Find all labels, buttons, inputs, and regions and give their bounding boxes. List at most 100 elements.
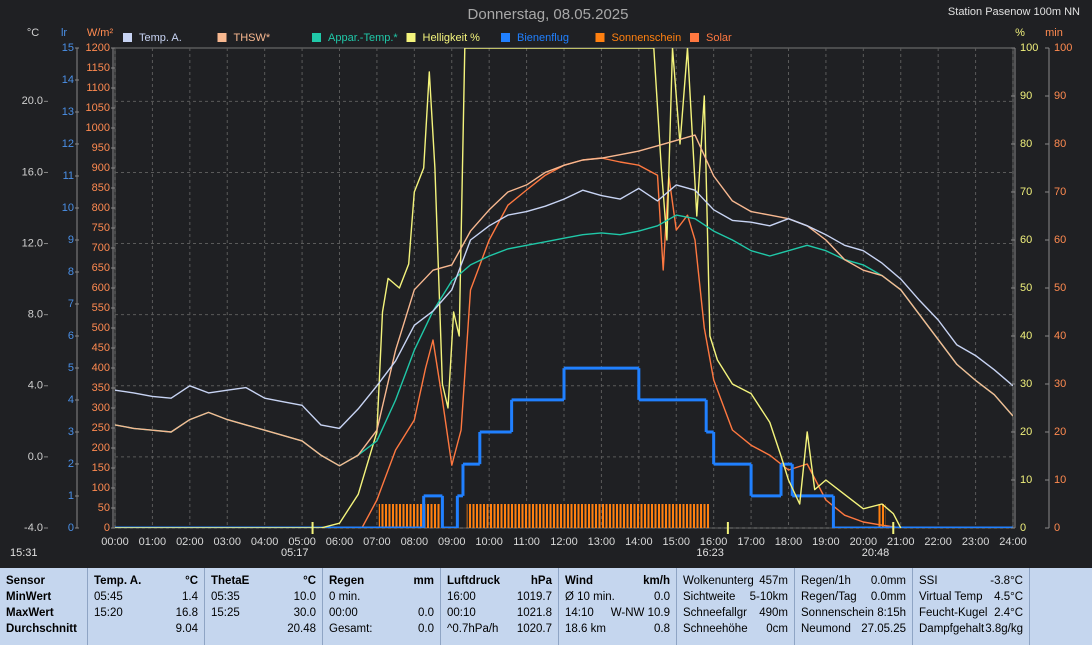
stats-column: Wind km/h Ø 10 min. 0.0 14:10 W-NW 10.9 18.6 k… xyxy=(559,568,677,645)
x-tick-label: 12:00 xyxy=(550,536,578,548)
cell-text: W-NW 10.9 xyxy=(610,607,670,619)
x-tick-label: 19:00 xyxy=(812,536,840,548)
cell-text: 05:45 xyxy=(94,591,123,603)
stats-row: Regen/1h 0.0mm xyxy=(801,573,906,589)
x-tick-label: 22:00 xyxy=(924,536,952,548)
axis-title: W/m² xyxy=(87,27,114,39)
column-header: Wind km/h xyxy=(565,573,670,589)
y-tick-label: 40 xyxy=(1020,330,1032,342)
y-tick-label: 4 xyxy=(68,394,74,406)
cell-text: 10.0 xyxy=(293,591,316,603)
y-tick-label: 1200 xyxy=(86,42,110,54)
cell-text: Luftdruck xyxy=(447,575,501,587)
x-tick-label: 18:00 xyxy=(775,536,803,548)
x-tick-label: 07:00 xyxy=(363,536,391,548)
grid xyxy=(114,48,1014,529)
y-tick-label: 90 xyxy=(1020,90,1032,102)
y-tick-label: 7 xyxy=(68,298,74,310)
cell-text: Dampfgehalt xyxy=(919,623,985,635)
cell-text: Wolkenunterg xyxy=(683,575,754,587)
cell-text: 00:00 xyxy=(329,607,358,619)
stats-row: Feucht-Kugel 2.4°C xyxy=(919,605,1023,621)
cell-text: Neumond xyxy=(801,623,851,635)
axis-title: °C xyxy=(27,27,39,39)
y-tick-label: 50 xyxy=(1020,282,1032,294)
stats-row: Sichtweite 5-10km xyxy=(683,589,788,605)
stats-row: Sonnenschein 8:15h xyxy=(801,605,906,621)
cell-text: 1019.7 xyxy=(516,591,552,603)
column-header: Temp. A. °C xyxy=(94,573,198,589)
x-tick-label: 05:00 xyxy=(288,536,316,548)
stats-row: Schneehöhe 0cm xyxy=(683,621,788,637)
stats-column: Temp. A. °C 05:45 1.4 15:20 16.8 9.04 xyxy=(88,568,205,645)
y-tick-label: 16.0 xyxy=(22,166,43,178)
stats-row: Regen/Tag 0.0mm xyxy=(801,589,906,605)
x-tick-label: 04:00 xyxy=(251,536,279,548)
y-tick-label: 500 xyxy=(92,322,110,334)
y-tick-label: 100 xyxy=(1054,42,1072,54)
stats-row: 20.48 xyxy=(211,621,316,637)
cell-text: ThetaE xyxy=(211,575,250,587)
stats-column: SSI -3.8°C Virtual Temp 4.5°C Feucht-Kugel 2.… xyxy=(913,568,1030,645)
x-tick-label: 20:00 xyxy=(850,536,878,548)
x-tick-label: 02:00 xyxy=(176,536,204,548)
y-tick-label: 15 xyxy=(62,42,74,54)
cell-text: Temp. A. xyxy=(94,575,142,587)
stats-row: Wolkenunterg 457m xyxy=(683,573,788,589)
y-tick-label: 70 xyxy=(1054,186,1066,198)
y-tick-label: 13 xyxy=(62,106,74,118)
y-tick-label: 8 xyxy=(68,266,74,278)
cell-text: Sichtweite xyxy=(683,591,736,603)
cell-text: 00:10 xyxy=(447,607,476,619)
cell-text: 4.5°C xyxy=(994,591,1023,603)
x-tick-label: 00:00 xyxy=(101,536,129,548)
cell-text: Gesamt: xyxy=(329,623,373,635)
cell-text: 0.0 xyxy=(418,607,434,619)
y-tick-label: 90 xyxy=(1054,90,1066,102)
column-header: ThetaE °C xyxy=(211,573,316,589)
cell-text: -3.8°C xyxy=(990,575,1023,587)
x-tick-label: 23:00 xyxy=(962,536,990,548)
x-tick-label: 24:00 xyxy=(999,536,1027,548)
cell-text: Durchschnitt xyxy=(6,623,77,635)
cell-text: MaxWert xyxy=(6,607,54,619)
y-tick-label: 800 xyxy=(92,202,110,214)
cell-text: Sensor xyxy=(6,575,45,587)
y-tick-label: 100 xyxy=(92,482,110,494)
station-label: Station Pasenow 100m NN xyxy=(948,6,1080,18)
cell-text: Sonnenschein xyxy=(801,607,874,619)
y-tick-label: 20 xyxy=(1054,426,1066,438)
legend-swatch xyxy=(406,33,416,42)
cell-text: 1020.7 xyxy=(516,623,552,635)
legend-swatch xyxy=(595,33,605,42)
cell-text: 2.4°C xyxy=(994,607,1023,619)
stats-row: 00:00 0.0 xyxy=(329,605,434,621)
y-tick-label: 3 xyxy=(68,426,74,438)
x-tick-label: 06:00 xyxy=(326,536,354,548)
y-tick-label: 450 xyxy=(92,342,110,354)
y-tick-label: 350 xyxy=(92,382,110,394)
legend-swatch xyxy=(123,33,132,42)
y-tick-label: 300 xyxy=(92,402,110,414)
y-tick-label: 12 xyxy=(62,138,74,150)
y-tick-label: 12.0 xyxy=(22,237,43,249)
chart: Donnerstag, 08.05.2025 Station Pasenow 1… xyxy=(10,6,1080,559)
y-tick-label: 1000 xyxy=(86,122,110,134)
cell-text: 20.48 xyxy=(287,623,316,635)
stats-row: Virtual Temp 4.5°C xyxy=(919,589,1023,605)
y-tick-label: 60 xyxy=(1020,234,1032,246)
y-tick-label: 900 xyxy=(92,162,110,174)
stats-column: Luftdruck hPa 16:00 1019.7 00:10 1021.8 ^0.7hP… xyxy=(441,568,559,645)
y-tick-label: 70 xyxy=(1020,186,1032,198)
cell-text: 05:35 xyxy=(211,591,240,603)
legend-label: Solar xyxy=(706,32,732,44)
stats-row: Schneefallgr 490m xyxy=(683,605,788,621)
cell-text: 5-10km xyxy=(749,591,788,603)
y-tick-label: 60 xyxy=(1054,234,1066,246)
stats-row: 16:00 1019.7 xyxy=(447,589,552,605)
y-tick-label: 0 xyxy=(1020,522,1026,534)
y-tick-label: 1100 xyxy=(86,82,110,94)
y-tick-label: 20 xyxy=(1020,426,1032,438)
legend-label: Temp. A. xyxy=(139,32,182,44)
cell-text: MinWert xyxy=(6,591,52,603)
